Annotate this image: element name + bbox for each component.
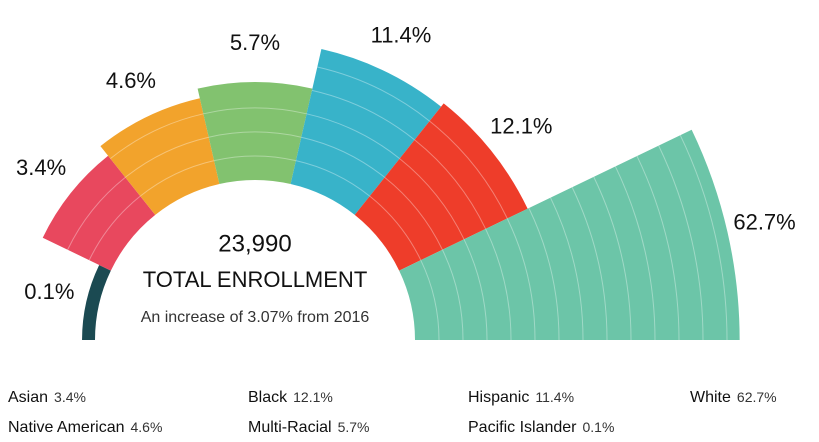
ring-line [369, 195, 422, 261]
ring-line [311, 89, 415, 141]
ring-line [658, 145, 704, 341]
segment [290, 49, 442, 215]
legend-entry: Native American 4.6% [8, 419, 162, 437]
legend-value: 3.4% [54, 389, 86, 405]
ring-line [67, 176, 126, 250]
segment [197, 82, 313, 185]
ring-line [317, 66, 430, 122]
ring-line [203, 107, 307, 115]
segment [82, 264, 111, 340]
ring-line [528, 207, 560, 341]
ring-line [306, 113, 400, 160]
ring-line [208, 131, 302, 138]
ring-line [399, 158, 465, 240]
ring-line [636, 155, 680, 341]
increase-note: An increase of 3.07% from 2016 [141, 309, 370, 326]
legend-name: Black [248, 389, 288, 406]
legend-name: Multi-Racial [248, 419, 332, 436]
ring-line [441, 249, 464, 341]
legend-entry: Black 12.1% [248, 389, 333, 407]
segment [42, 155, 156, 271]
legend-value: 0.1% [583, 419, 615, 435]
legend-entry: White 62.7% [690, 389, 777, 407]
legend-entry: Hispanic 11.4% [468, 389, 574, 407]
ring-line [301, 136, 385, 178]
legend-name: Asian [8, 389, 48, 406]
ring-line [429, 120, 508, 219]
legend-name: Pacific Islander [468, 419, 577, 436]
legend-value: 12.1% [293, 389, 333, 405]
segment [100, 98, 220, 215]
value-label: 4.6% [106, 68, 156, 93]
total-caption: TOTAL ENROLLMENT [143, 267, 368, 292]
ring-line [679, 134, 728, 341]
value-label: 3.4% [16, 155, 66, 180]
ring-line [506, 218, 536, 341]
legend-value: 5.7% [338, 419, 370, 435]
ring-line [213, 155, 297, 162]
ring-line [571, 187, 608, 341]
ring-line [384, 176, 443, 250]
value-label: 5.7% [230, 30, 280, 55]
ring-line [110, 113, 204, 160]
segment [399, 129, 740, 340]
ring-line [125, 136, 209, 178]
legend-entry: Pacific Islander 0.1% [468, 419, 614, 437]
legend-value: 11.4% [535, 389, 574, 405]
ring-line [295, 160, 371, 197]
value-label: 62.7% [733, 210, 795, 235]
legend-value: 4.6% [131, 419, 163, 435]
ring-line [550, 197, 584, 341]
value-label: 11.4% [371, 23, 432, 48]
ring-line [485, 228, 512, 341]
ring-line [420, 259, 440, 341]
value-label: 0.1% [24, 279, 74, 304]
ring-line [139, 160, 215, 197]
legend-name: Hispanic [468, 389, 529, 406]
segment [354, 103, 528, 271]
ring-line [463, 239, 488, 341]
ring-line [614, 166, 656, 341]
legend-entry: Asian 3.4% [8, 389, 86, 407]
legend-value: 62.7% [737, 389, 777, 405]
legend-entry: Multi-Racial 5.7% [248, 419, 370, 437]
value-label: 12.1% [490, 113, 552, 138]
legend-name: White [690, 389, 731, 406]
ring-line [593, 176, 632, 341]
legend-name: Native American [8, 419, 125, 436]
total-value: 23,990 [218, 230, 291, 257]
ring-line [88, 195, 141, 261]
ring-line [414, 139, 487, 230]
